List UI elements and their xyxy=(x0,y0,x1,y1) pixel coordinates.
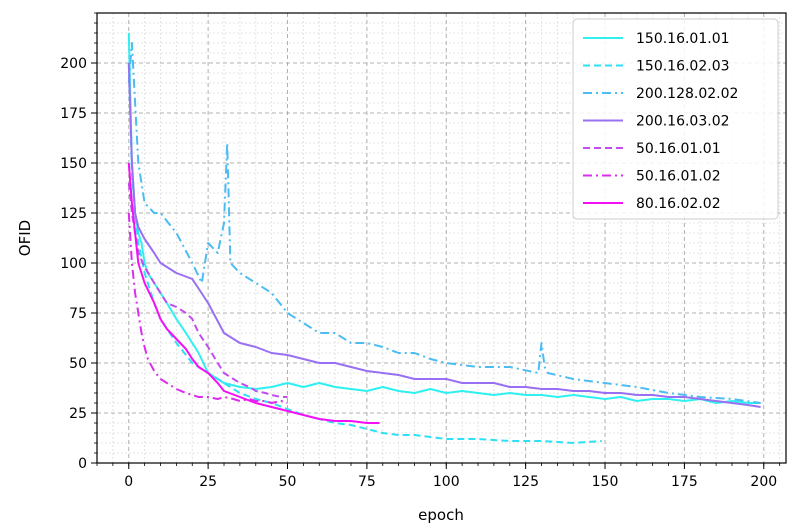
y-tick-label: 75 xyxy=(69,306,87,322)
x-tick-label: 50 xyxy=(279,474,297,490)
x-tick-label: 200 xyxy=(750,474,777,490)
legend-label: 50.16.01.02 xyxy=(636,169,721,185)
y-tick-label: 50 xyxy=(69,356,87,372)
series-line-50.16.01.01 xyxy=(127,182,288,398)
legend-label: 50.16.01.01 xyxy=(636,141,721,157)
x-tick-label: 0 xyxy=(124,474,133,490)
x-tick-label: 150 xyxy=(592,474,619,490)
legend-label: 80.16.02.02 xyxy=(636,196,721,212)
legend-label: 150.16.01.01 xyxy=(636,31,730,47)
y-axis-label: OFID xyxy=(16,220,34,256)
axis-ticks: 0 25 50 75 100 125 150 175 200 0 25 50 75 100 125 150 17… xyxy=(60,12,781,490)
y-tick-label: 125 xyxy=(60,206,87,222)
y-tick-label: 0 xyxy=(78,456,87,472)
x-tick-label: 25 xyxy=(199,474,217,490)
x-axis-label: epoch xyxy=(418,506,464,524)
series-line-200.16.03.02 xyxy=(127,62,761,408)
legend-label: 150.16.02.03 xyxy=(636,59,730,75)
x-tick-label: 125 xyxy=(512,474,539,490)
legend-label: 200.128.02.02 xyxy=(636,86,738,102)
y-tick-label: 100 xyxy=(60,256,87,272)
x-tick-label: 100 xyxy=(433,474,460,490)
y-tick-label: 175 xyxy=(60,106,87,122)
series-line-80.16.02.02 xyxy=(127,162,380,424)
grid xyxy=(96,13,786,464)
series-layer xyxy=(127,32,761,444)
x-tick-label: 75 xyxy=(358,474,376,490)
y-tick-label: 150 xyxy=(60,156,87,172)
x-tick-label: 175 xyxy=(671,474,698,490)
legend: 150.16.01.01 150.16.02.03 200.128.02.02 200… xyxy=(572,18,779,220)
series-line-200.128.02.02 xyxy=(127,42,761,404)
y-tick-label: 25 xyxy=(69,406,87,422)
legend-label: 200.16.03.02 xyxy=(636,114,730,130)
legend-box xyxy=(572,18,779,220)
plot-frame xyxy=(96,12,787,464)
y-tick-label: 200 xyxy=(60,56,87,72)
series-line-150.16.01.01 xyxy=(127,32,761,404)
series-line-50.16.01.02 xyxy=(127,212,288,404)
